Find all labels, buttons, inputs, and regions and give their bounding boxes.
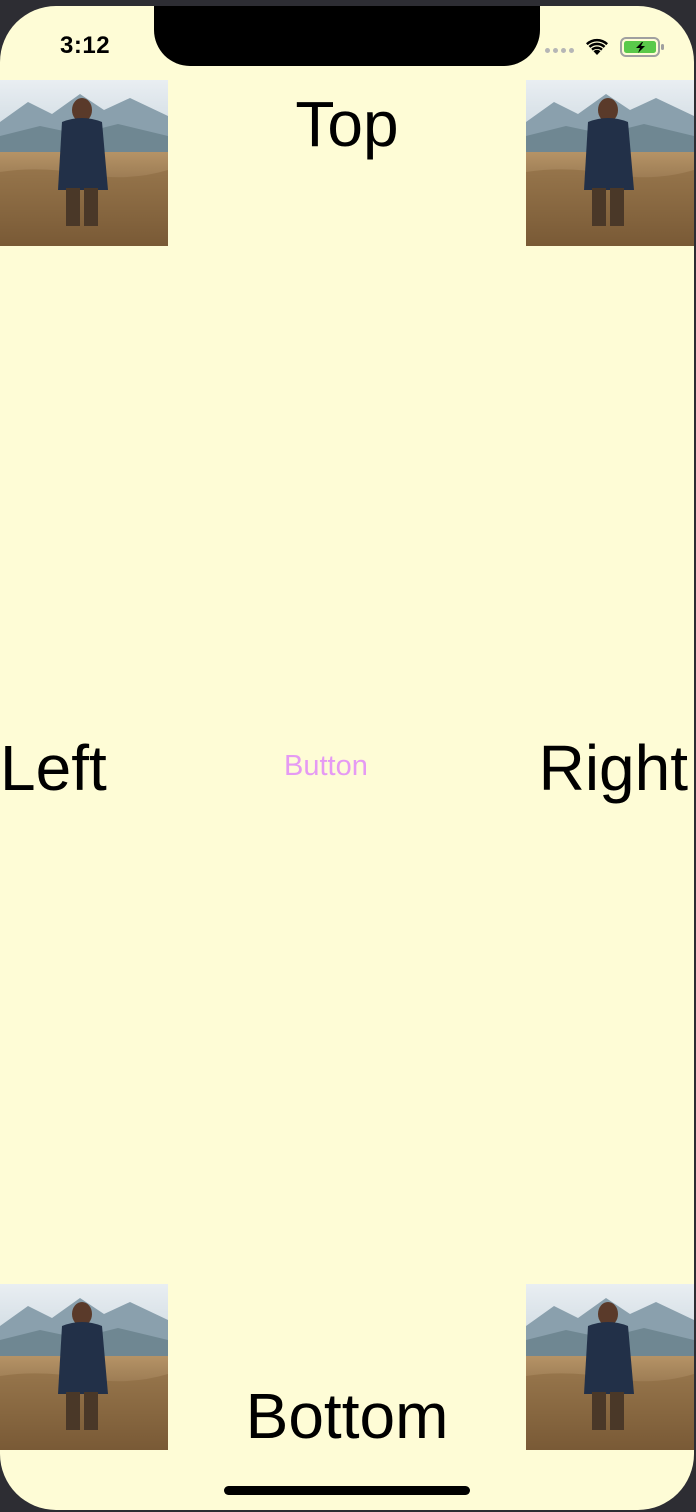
wifi-icon	[586, 38, 608, 55]
person-in-field-photo	[0, 1284, 168, 1450]
right-label: Right	[538, 732, 688, 804]
signal-dots-icon	[545, 41, 574, 53]
center-button[interactable]: Button	[284, 750, 368, 782]
person-in-field-photo	[0, 80, 168, 246]
battery-charging-icon	[620, 37, 664, 57]
status-time: 3:12	[60, 32, 111, 59]
left-label: Left	[0, 732, 107, 804]
device-notch	[154, 6, 540, 66]
top-label: Top	[295, 88, 399, 160]
person-in-field-photo	[526, 80, 694, 246]
home-indicator[interactable]	[224, 1486, 470, 1495]
person-in-field-photo	[526, 1284, 694, 1450]
status-icons	[545, 36, 666, 58]
bottom-label: Bottom	[245, 1380, 449, 1452]
app-screen: 3:12	[0, 6, 694, 1510]
